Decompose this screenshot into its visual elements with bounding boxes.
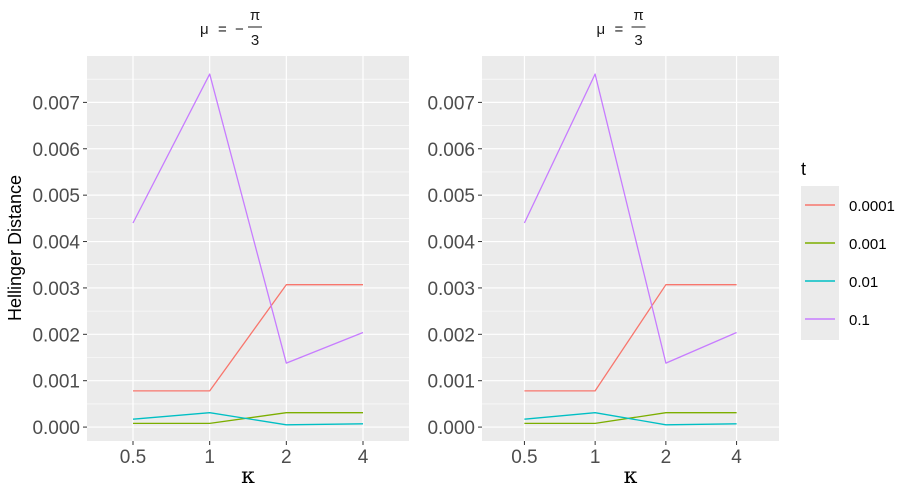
y-tick-label: 0.003 (427, 279, 475, 300)
strip-numerator: π (633, 7, 643, 24)
panel-background (482, 56, 779, 441)
legend-label: 0.1 (849, 312, 870, 329)
x-tick-label: 4 (358, 447, 369, 468)
strip-minus: − (235, 21, 244, 38)
legend-entries: 0.0001 0.001 0.01 0.1 (805, 198, 895, 329)
y-tick-label: 0.006 (32, 140, 80, 161)
strip-mu: μ (200, 21, 209, 38)
y-tick-label: 0.003 (32, 279, 80, 300)
y-tick-label: 0.000 (32, 418, 80, 439)
series-line-0_0001 (524, 284, 737, 392)
series-line-0_001 (133, 412, 363, 425)
strip-equals: = (615, 21, 624, 38)
strip-denominator: 3 (251, 32, 259, 49)
y-tick-label: 0.000 (427, 418, 475, 439)
x-tick-label: 0.5 (120, 447, 146, 468)
x-tick-label: 2 (281, 447, 292, 468)
series-line-0_1 (132, 73, 364, 364)
x-tick-label: 4 (731, 447, 742, 468)
facet-strip-label: μ = π 3 (597, 7, 646, 49)
panels: 0.000 0.001 0.002 0.003 0.004 0.005 0.006 0.007… (32, 7, 779, 489)
legend-label: 0.001 (849, 236, 887, 253)
strip-mu: μ (597, 21, 606, 38)
strip-equals: = (218, 21, 227, 38)
x-axis-title: κ (624, 464, 638, 489)
y-tick-label: 0.006 (427, 140, 475, 161)
legend-key-background (801, 186, 839, 340)
panel-2: 0.000 0.001 0.002 0.003 0.004 0.005 0.006 0.007… (427, 7, 779, 489)
y-tick-label: 0.001 (427, 372, 475, 393)
facet-strip-label: μ = −π 3 (200, 7, 262, 49)
strip-denominator: 3 (634, 32, 642, 49)
legend-label: 0.01 (849, 274, 878, 291)
y-tick-label: 0.007 (32, 93, 80, 114)
x-axis-title: κ (241, 464, 255, 489)
x-tick-label: 1 (590, 447, 601, 468)
series-line-0_01 (132, 412, 364, 426)
y-tick-label: 0.007 (427, 93, 475, 114)
series-line-0_1 (523, 73, 737, 364)
strip-numerator: π (250, 7, 260, 24)
x-tick-label: 1 (204, 447, 215, 468)
series-line-0_001 (524, 412, 737, 425)
x-tick-label: 0.5 (511, 447, 537, 468)
legend-label: 0.0001 (849, 198, 895, 215)
y-tick-label: 0.001 (32, 372, 80, 393)
y-axis-title: Hellinger Distance (5, 175, 25, 321)
legend: t 0.0001 0.001 0.01 0.1 (801, 159, 895, 340)
y-tick-label: 0.002 (427, 325, 475, 346)
y-tick-label: 0.002 (32, 325, 80, 346)
y-tick-label: 0.005 (32, 186, 80, 207)
y-tick-label: 0.004 (32, 233, 80, 254)
panel-1: 0.000 0.001 0.002 0.003 0.004 0.005 0.006 0.007… (32, 7, 409, 489)
panel-background (87, 56, 409, 441)
y-tick-label: 0.005 (427, 186, 475, 207)
series-line-0_0001 (133, 284, 363, 392)
y-tick-label: 0.004 (427, 233, 475, 254)
x-tick-label: 2 (661, 447, 672, 468)
legend-title: t (801, 159, 806, 179)
series-line-0_01 (524, 412, 737, 426)
